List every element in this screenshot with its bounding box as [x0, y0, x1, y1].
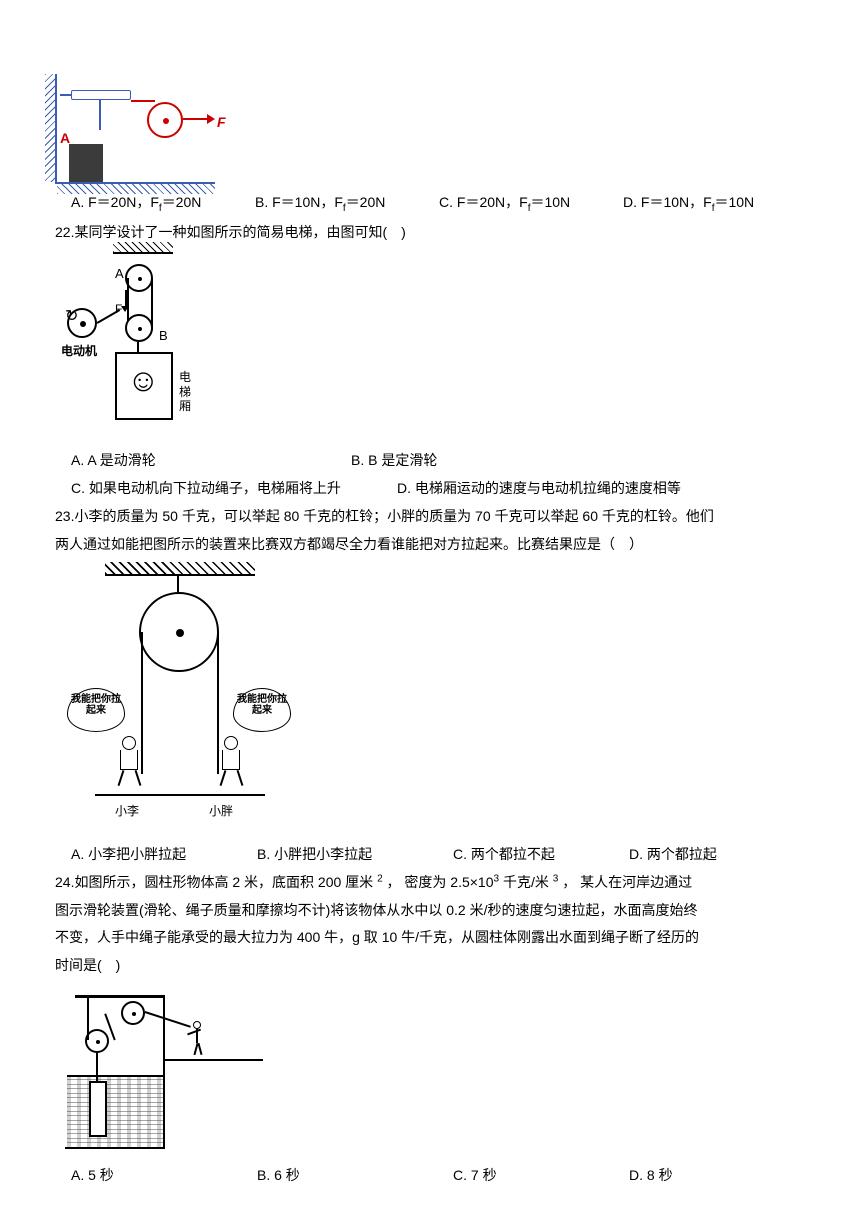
q21-label-f: F: [217, 110, 226, 136]
q22-option-c[interactable]: C. 如果电动机向下拉动绳子，电梯厢将上升: [71, 476, 397, 502]
q24-stem-1: 24.如图所示，圆柱形物体高 2 米，底面积 200 厘米 2 ， 密度为 2.…: [55, 870, 810, 896]
q22-label-a: A: [115, 262, 124, 286]
q21-option-b[interactable]: B. F＝10N，Ff＝20N: [255, 190, 439, 218]
q23-option-c[interactable]: C. 两个都拉不起: [453, 842, 629, 868]
q22-number: 22.: [55, 224, 74, 240]
q23-number: 23.: [55, 508, 74, 524]
q22-cabin-label: 电梯厢: [179, 370, 193, 413]
q24-stem-4: 时间是( ): [55, 953, 810, 979]
q24-stem-3: 不变，人手中绳子能承受的最大拉力为 400 牛，g 取 10 牛/千克，从圆柱体…: [55, 925, 810, 951]
q23-option-a[interactable]: A. 小李把小胖拉起: [71, 842, 257, 868]
q22-options-2: C. 如果电动机向下拉动绳子，电梯厢将上升 D. 电梯厢运动的速度与电动机拉绳的…: [55, 476, 810, 502]
q23-stem-2: 两人通过如能把图所示的装置来比赛双方都竭尽全力看谁能把对方拉起来。比赛结果应是（…: [55, 532, 810, 558]
q21-figure: A F: [55, 74, 810, 184]
q24-number: 24.: [55, 874, 74, 890]
q22-option-a[interactable]: A. A 是动滑轮: [71, 448, 351, 474]
q22-figure: A F B ↻ 电动机 ☺ 电梯厢: [55, 252, 810, 442]
person-left-icon: [111, 736, 147, 792]
q22-motor-label: 电动机: [61, 340, 97, 362]
q24-option-c[interactable]: C. 7 秒: [453, 1163, 629, 1189]
person-icon: ☺: [127, 364, 161, 416]
q23-name-left: 小李: [115, 800, 139, 822]
q24-stem-2: 图示滑轮装置(滑轮、绳子质量和摩擦均不计)将该物体从水中以 0.2 米/秒的速度…: [55, 898, 810, 924]
q21-option-d[interactable]: D. F＝10N，Ff＝10N: [623, 190, 754, 218]
q22-option-d[interactable]: D. 电梯厢运动的速度与电动机拉绳的速度相等: [397, 476, 681, 502]
q22-options-1: A. A 是动滑轮 B. B 是定滑轮: [55, 448, 810, 474]
q21-options: A. F＝20N，Ff＝20N B. F＝10N，Ff＝20N C. F＝20N…: [55, 190, 810, 218]
q22-option-b[interactable]: B. B 是定滑轮: [351, 448, 437, 474]
q24-option-d[interactable]: D. 8 秒: [629, 1163, 673, 1189]
q22-label-b: B: [159, 324, 168, 348]
stick-person-icon: [193, 1021, 205, 1053]
q21-option-a[interactable]: A. F＝20N，Ff＝20N: [71, 190, 255, 218]
q24-options: A. 5 秒 B. 6 秒 C. 7 秒 D. 8 秒: [55, 1163, 810, 1189]
q21-option-c[interactable]: C. F＝20N，Ff＝10N: [439, 190, 623, 218]
q24-option-b[interactable]: B. 6 秒: [257, 1163, 453, 1189]
q23-name-right: 小胖: [209, 800, 233, 822]
q23-options: A. 小李把小胖拉起 B. 小胖把小李拉起 C. 两个都拉不起 D. 两个都拉起: [55, 842, 810, 868]
q23-option-b[interactable]: B. 小胖把小李拉起: [257, 842, 453, 868]
q23-option-d[interactable]: D. 两个都拉起: [629, 842, 717, 868]
q23-bubble-right: 我能把你拉起来: [233, 688, 291, 732]
q24-figure: [55, 987, 810, 1157]
person-right-icon: [213, 736, 249, 792]
q23-figure: 我能把你拉起来 我能把你拉起来 小李 小胖: [55, 566, 810, 836]
q21-label-a: A: [60, 126, 70, 152]
q24-option-a[interactable]: A. 5 秒: [71, 1163, 257, 1189]
q23-bubble-left: 我能把你拉起来: [67, 688, 125, 732]
q23-stem-1: 23.小李的质量为 50 千克，可以举起 80 千克的杠铃；小胖的质量为 70 …: [55, 504, 810, 530]
